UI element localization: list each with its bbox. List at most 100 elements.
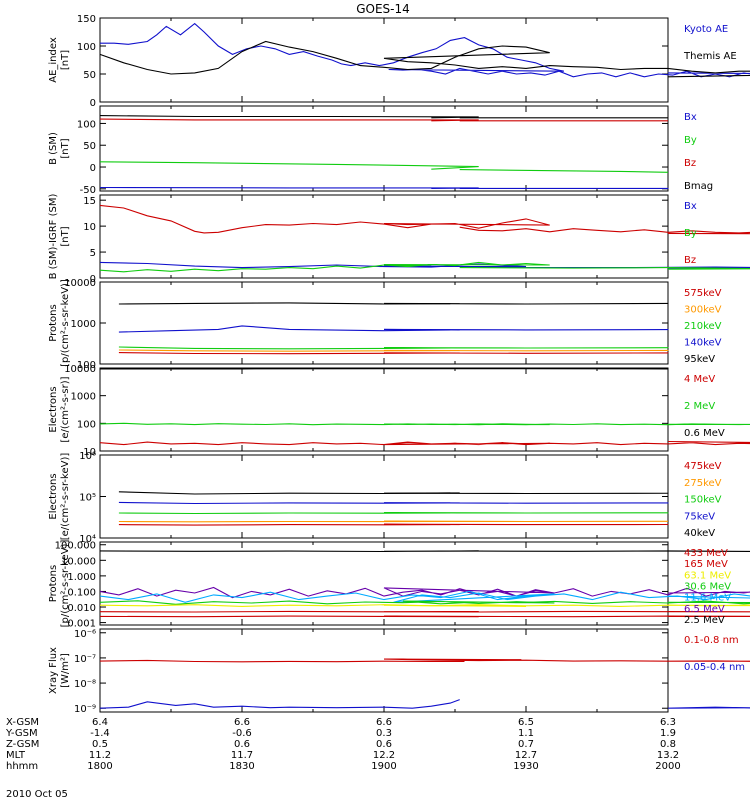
y-tick-label: -50 [80, 185, 96, 196]
y-tick-label: 10⁴ [79, 534, 96, 545]
legend-entry: Bx [684, 112, 697, 123]
y-axis-label: B (SM) [48, 132, 59, 165]
series-line-95kev [383, 302, 669, 305]
y-tick-label: 1000 [71, 319, 96, 330]
series-line-by [99, 261, 550, 273]
legend-entry: 95keV [684, 354, 715, 365]
series-line-2-5-mev [99, 550, 750, 553]
ephemeris-row-label: Z-GSM [6, 739, 39, 750]
plot-title: GOES-14 [356, 2, 410, 16]
series-line-0-1-0-8-nm [383, 658, 750, 662]
ephemeris-row-label: hhmm [6, 761, 38, 772]
panel-4: 100 1000 10000 Protons [p/(cm²-s-sr-keV)] 575… [48, 278, 722, 371]
series-line-bmag [99, 115, 479, 119]
y-tick-label: 0 [90, 274, 96, 285]
y-axis-label: [p/(cm²-s-sr-keV)] [60, 279, 71, 367]
panel-frame [99, 628, 669, 713]
legend-entry: Kyoto AE [684, 24, 728, 35]
y-tick-label: 0.001 [67, 619, 96, 630]
legend-entry: 2.5 MeV [684, 615, 725, 626]
y-tick-label: 1000 [71, 392, 96, 403]
y-tick-label: 150 [77, 14, 96, 25]
y-tick-label: 0.100 [67, 587, 96, 598]
ephemeris-row-label: X-GSM [6, 717, 39, 728]
series-line-by [459, 169, 669, 173]
series-line-165-mev [99, 610, 750, 613]
legend-entry: 0.1-0.8 nm [684, 635, 739, 646]
date-label: 2010 Oct 05 [6, 789, 68, 800]
ephemeris-value: 1.1 [518, 728, 534, 739]
legend-entry: 6.5 MeV [684, 604, 725, 615]
series-line-140kev [383, 328, 669, 331]
panel-7: 0.001 0.010 0.100 1.000 10.000 100.000 Protons… [48, 540, 750, 630]
legend-entry: 11.6 MeV [684, 593, 731, 604]
ephemeris-value: -0.6 [232, 728, 252, 739]
series-line-bz [99, 118, 479, 122]
series-line-40kev [383, 492, 669, 495]
legend-entry: 140keV [684, 338, 722, 349]
series-line-bx [99, 186, 479, 189]
ephemeris-value: 0.6 [376, 739, 392, 750]
y-tick-label: 10000 [64, 278, 96, 289]
ephemeris-value: 0.5 [92, 739, 108, 750]
y-tick-label: 100.000 [55, 541, 96, 552]
y-tick-label: 10⁻⁹ [74, 704, 96, 715]
y-axis-label: [nT] [60, 138, 71, 158]
ephemeris-value: 6.3 [660, 717, 676, 728]
y-tick-label: 100 [77, 419, 96, 430]
legend-entry: 433 MeV [684, 548, 728, 559]
ephemeris-value: 11.2 [89, 750, 111, 761]
y-tick-label: 10⁻⁷ [74, 654, 96, 665]
y-tick-label: 0.010 [67, 603, 96, 614]
series-line-140kev [118, 325, 451, 333]
ephemeris-value: 12.7 [515, 750, 537, 761]
y-axis-label: Xray Flux [48, 647, 59, 694]
panel-frame [99, 281, 669, 365]
ephemeris-value: 1830 [229, 761, 254, 772]
legend-entry: Bmag [684, 181, 713, 192]
series-line-bx [99, 261, 527, 269]
y-tick-label: 10 [83, 447, 96, 458]
legend-entry: 75keV [684, 511, 715, 522]
panel-frame [99, 367, 669, 452]
series-line-bz [99, 204, 550, 234]
legend-entry: 150keV [684, 495, 722, 506]
y-tick-label: 50 [83, 141, 96, 152]
legend-entry: 2 MeV [684, 401, 715, 412]
legend-entry: 475keV [684, 461, 722, 472]
series-line-75kev [383, 502, 669, 504]
series-line-0-05-0-4-nm [99, 699, 460, 709]
legend-entry: 575keV [684, 288, 722, 299]
legend-entry: Bz [684, 255, 696, 266]
series-line-by [459, 267, 750, 270]
y-axis-label: [nT] [60, 226, 71, 246]
series-line-2-mev [99, 422, 750, 426]
y-axis-label: [e/(cm²-s-sr)] [60, 376, 71, 442]
series-line-575kev [383, 352, 669, 354]
ephemeris-value: 1930 [513, 761, 538, 772]
y-tick-label: 100 [77, 119, 96, 130]
ephemeris-value: 1800 [87, 761, 112, 772]
ephemeris-row-label: Y-GSM [5, 728, 38, 739]
series-line-themis-ae [99, 40, 750, 78]
legend-entry: 0.05-0.4 nm [684, 662, 745, 673]
ephemeris-row-label: MLT [6, 750, 26, 761]
ephemeris-value: 2000 [655, 761, 680, 772]
y-tick-label: 100 [77, 42, 96, 53]
legend-entry: 30.6 MeV [684, 582, 731, 593]
ephemeris-value: 11.7 [231, 750, 253, 761]
series-line-by [99, 161, 479, 170]
panel-1: 0 50 100 150 AE_index [nT] Kyoto AE Themis AE [48, 14, 750, 109]
ephemeris-value: -1.4 [90, 728, 110, 739]
legend-entry: 275keV [684, 478, 722, 489]
y-axis-label: Protons [48, 565, 59, 602]
ephemeris-value: 6.6 [234, 717, 250, 728]
ephemeris-value: 1900 [371, 761, 396, 772]
ephemeris-value: 6.6 [376, 717, 392, 728]
y-tick-label: 5 [90, 248, 96, 259]
ephemeris-value: 6.5 [518, 717, 534, 728]
ephemeris-value: 1.9 [660, 728, 676, 739]
panel-2: -50 0 50 100 B (SM) [nT] Bx By Bz Bmag [48, 105, 713, 196]
